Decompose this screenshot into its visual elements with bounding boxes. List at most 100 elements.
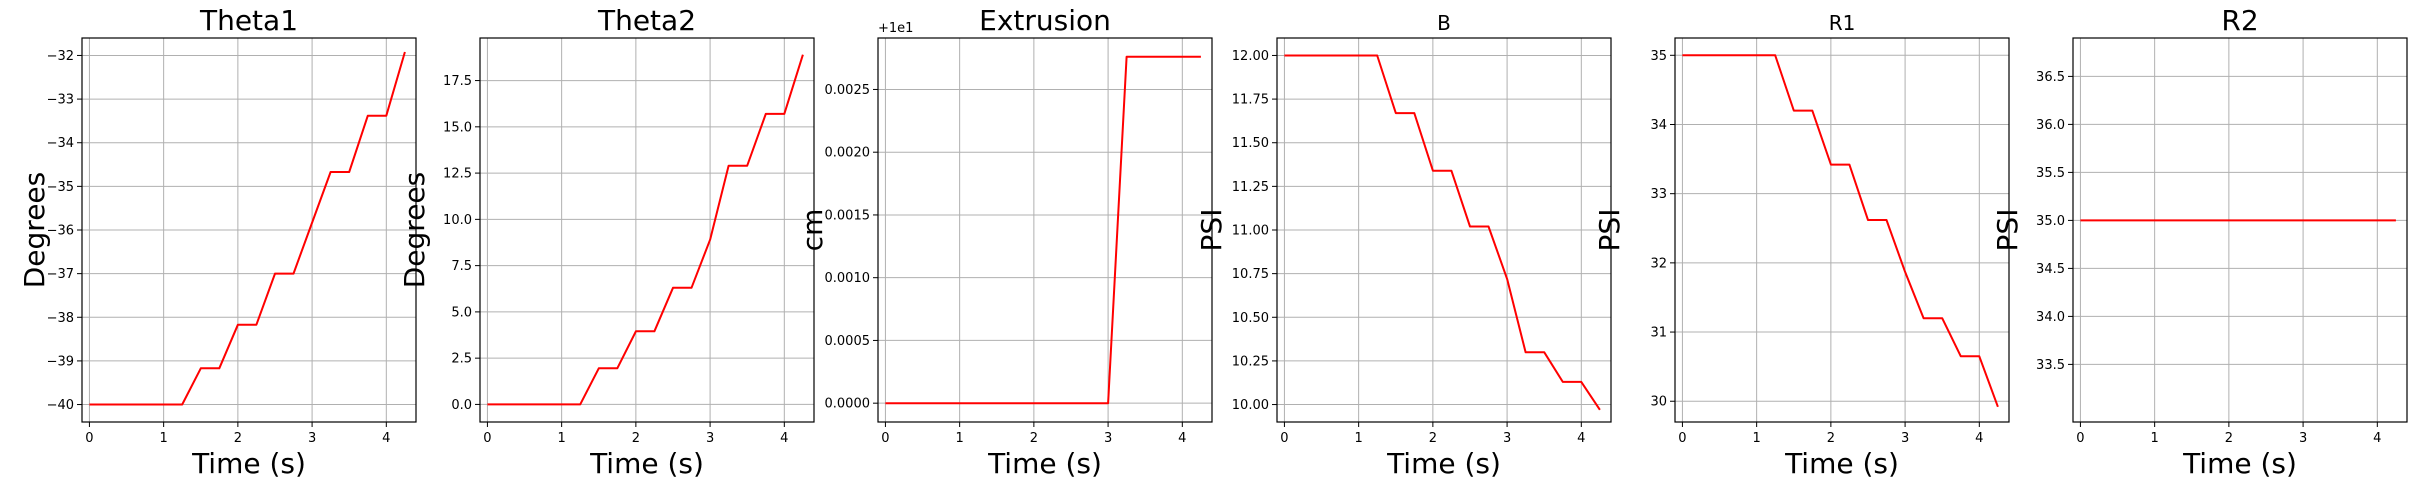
chart-title: B xyxy=(1437,11,1451,35)
x-tick-label: 3 xyxy=(1503,431,1511,446)
x-axis-label: Time (s) xyxy=(191,447,306,480)
x-tick-label: 0 xyxy=(881,431,889,446)
x-tick-label: 0 xyxy=(1280,431,1288,446)
x-tick-label: 0 xyxy=(483,431,491,446)
axis-offset-text: +1e1 xyxy=(878,21,913,36)
y-tick-label: 34.0 xyxy=(2036,310,2065,325)
y-tick-label: 11.50 xyxy=(1232,136,1269,151)
y-tick-label: 5.0 xyxy=(451,305,472,320)
y-tick-label: 33 xyxy=(1650,187,1667,202)
y-tick-label: 11.25 xyxy=(1232,180,1269,195)
y-tick-label: 32 xyxy=(1650,256,1667,271)
x-tick-label: 4 xyxy=(1178,431,1186,446)
axes-frame xyxy=(81,37,417,423)
y-tick-label: 10.50 xyxy=(1232,311,1269,326)
x-tick-label: 1 xyxy=(2151,431,2159,446)
y-tick-label: 12.00 xyxy=(1232,49,1269,64)
y-tick-label: 0.0010 xyxy=(825,271,871,286)
y-tick-label: −38 xyxy=(47,311,74,326)
y-tick-label: 11.00 xyxy=(1232,224,1269,239)
y-tick-label: −33 xyxy=(47,93,74,108)
y-axis-label: PSI xyxy=(1991,209,2024,252)
y-axis-label: cm xyxy=(796,209,829,252)
y-tick-label: 7.5 xyxy=(451,259,472,274)
y-tick-label: −35 xyxy=(47,180,74,195)
y-tick-label: 17.5 xyxy=(443,74,472,89)
series-line xyxy=(1284,54,1601,411)
y-tick-label: 12.5 xyxy=(443,167,472,182)
y-tick-label: −34 xyxy=(47,136,74,151)
y-tick-label: 35.0 xyxy=(2036,214,2065,229)
series-line xyxy=(1682,54,1999,408)
x-axis-label: Time (s) xyxy=(589,447,704,480)
x-axis-label: Time (s) xyxy=(1784,447,1899,480)
x-tick-label: 2 xyxy=(2225,431,2233,446)
y-axis-label: PSI xyxy=(1593,209,1626,252)
x-tick-label: 3 xyxy=(1901,431,1909,446)
y-tick-label: 0.0020 xyxy=(825,146,871,161)
series-line xyxy=(89,51,406,406)
y-tick-label: −40 xyxy=(47,398,74,413)
y-tick-label: 36.5 xyxy=(2036,70,2065,85)
y-tick-label: 0.0 xyxy=(451,398,472,413)
y-tick-label: 35 xyxy=(1650,49,1667,64)
chart-title: Theta1 xyxy=(199,4,298,37)
x-tick-label: 4 xyxy=(780,431,788,446)
x-axis-label: Time (s) xyxy=(1386,447,1501,480)
y-tick-label: 2.5 xyxy=(451,352,472,367)
y-tick-label: 10.25 xyxy=(1232,354,1269,369)
chart-title: Theta2 xyxy=(597,4,696,37)
series-line xyxy=(885,55,1201,405)
x-tick-label: 0 xyxy=(1678,431,1686,446)
y-tick-label: 30 xyxy=(1650,395,1667,410)
axes-frame xyxy=(1674,37,2010,423)
x-tick-label: 3 xyxy=(706,431,714,446)
y-tick-label: 34 xyxy=(1650,118,1667,133)
y-tick-label: 0.0000 xyxy=(825,397,871,412)
x-tick-label: 2 xyxy=(1030,431,1038,446)
y-axis-label: PSI xyxy=(1195,209,1228,252)
x-tick-label: 4 xyxy=(1975,431,1983,446)
y-tick-label: 10.75 xyxy=(1232,267,1269,282)
x-tick-label: 1 xyxy=(558,431,566,446)
x-tick-label: 3 xyxy=(308,431,316,446)
chart-title: R1 xyxy=(1829,11,1856,35)
y-tick-label: 0.0015 xyxy=(825,208,871,223)
y-tick-label: −39 xyxy=(47,354,74,369)
y-tick-label: 34.5 xyxy=(2036,262,2065,277)
y-tick-label: −36 xyxy=(47,224,74,239)
series-line xyxy=(487,54,804,406)
subplot-4: 0 1 2 3 4 10.00 10.25 10.50 10.75 11.00 11.25 11.50… xyxy=(1195,11,1612,480)
x-tick-label: 3 xyxy=(1104,431,1112,446)
y-tick-label: 15.0 xyxy=(443,120,472,135)
subplot-6: 0 1 2 3 4 33.5 34.0 34.5 35.0 35.5 36.0 36.5 R2 Time … xyxy=(1991,4,2408,480)
x-tick-label: 1 xyxy=(160,431,168,446)
y-tick-label: 10.0 xyxy=(443,213,472,228)
y-tick-label: 0.0005 xyxy=(825,334,871,349)
x-tick-label: 2 xyxy=(1429,431,1437,446)
x-tick-label: 2 xyxy=(234,431,242,446)
y-tick-label: −32 xyxy=(47,49,74,64)
x-tick-label: 0 xyxy=(2076,431,2084,446)
x-tick-label: 2 xyxy=(1827,431,1835,446)
axes-frame xyxy=(479,37,815,423)
y-tick-label: 11.75 xyxy=(1232,93,1269,108)
x-tick-label: 2 xyxy=(632,431,640,446)
axes-frame xyxy=(2072,37,2408,423)
chart-title: Extrusion xyxy=(979,4,1111,37)
x-tick-label: 1 xyxy=(1753,431,1761,446)
x-axis-label: Time (s) xyxy=(2182,447,2297,480)
y-tick-label: 31 xyxy=(1650,326,1667,341)
chart-title: R2 xyxy=(2221,4,2258,37)
subplot-2: 0 1 2 3 4 0.0 2.5 5.0 7.5 10.0 12.5 15.0 17.5 Theta2 T… xyxy=(398,4,815,480)
x-tick-label: 4 xyxy=(1577,431,1585,446)
y-tick-label: 35.5 xyxy=(2036,166,2065,181)
subplot-3: 0 1 2 3 4 0.0000 0.0005 0.0010 0.0015 0.0020 0.002… xyxy=(796,4,1213,480)
x-tick-label: 4 xyxy=(2373,431,2381,446)
x-tick-label: 3 xyxy=(2299,431,2307,446)
axes-frame xyxy=(1276,37,1612,423)
y-tick-label: 36.0 xyxy=(2036,118,2065,133)
x-axis-label: Time (s) xyxy=(987,447,1102,480)
